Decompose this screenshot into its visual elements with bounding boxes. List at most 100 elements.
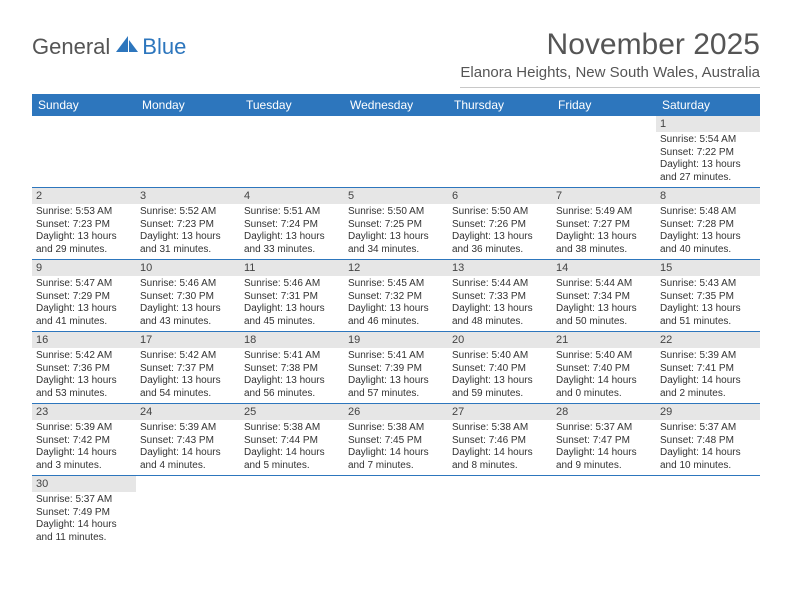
day-number [240, 476, 344, 492]
day-cell [136, 132, 240, 187]
logo-text-1: General [32, 34, 110, 60]
day-number: 21 [552, 332, 656, 348]
day-number: 10 [136, 260, 240, 276]
sail-icon [114, 34, 140, 60]
day-number [552, 116, 656, 132]
day-number-row: 2345678 [32, 188, 760, 204]
dow-label: Friday [552, 94, 656, 116]
day-cell: Sunrise: 5:37 AMSunset: 7:47 PMDaylight:… [552, 420, 656, 475]
day-cell [136, 492, 240, 547]
day-number [656, 476, 760, 492]
day-number: 13 [448, 260, 552, 276]
day-cell: Sunrise: 5:41 AMSunset: 7:39 PMDaylight:… [344, 348, 448, 403]
day-number [552, 476, 656, 492]
day-number: 25 [240, 404, 344, 420]
day-number [448, 476, 552, 492]
day-cell [552, 492, 656, 547]
day-cell: Sunrise: 5:50 AMSunset: 7:25 PMDaylight:… [344, 204, 448, 259]
day-number: 20 [448, 332, 552, 348]
header: General Blue November 2025 Elanora Heigh… [32, 28, 760, 88]
week-row: Sunrise: 5:53 AMSunset: 7:23 PMDaylight:… [32, 204, 760, 260]
month-title: November 2025 [460, 28, 760, 62]
week-row: Sunrise: 5:54 AMSunset: 7:22 PMDaylight:… [32, 132, 760, 188]
day-cell: Sunrise: 5:39 AMSunset: 7:43 PMDaylight:… [136, 420, 240, 475]
day-cell: Sunrise: 5:48 AMSunset: 7:28 PMDaylight:… [656, 204, 760, 259]
calendar-page: General Blue November 2025 Elanora Heigh… [0, 0, 792, 567]
dow-label: Monday [136, 94, 240, 116]
dow-label: Saturday [656, 94, 760, 116]
day-number [344, 116, 448, 132]
title-block: November 2025 Elanora Heights, New South… [460, 28, 760, 88]
day-number: 14 [552, 260, 656, 276]
day-cell: Sunrise: 5:40 AMSunset: 7:40 PMDaylight:… [552, 348, 656, 403]
day-number [344, 476, 448, 492]
logo: General Blue [32, 28, 186, 60]
day-number [136, 116, 240, 132]
day-number [240, 116, 344, 132]
day-cell: Sunrise: 5:38 AMSunset: 7:44 PMDaylight:… [240, 420, 344, 475]
day-cell: Sunrise: 5:46 AMSunset: 7:31 PMDaylight:… [240, 276, 344, 331]
day-cell [448, 132, 552, 187]
day-number-row: 1 [32, 116, 760, 132]
day-cell [448, 492, 552, 547]
day-cell: Sunrise: 5:44 AMSunset: 7:34 PMDaylight:… [552, 276, 656, 331]
day-number: 3 [136, 188, 240, 204]
day-cell [656, 492, 760, 547]
day-cell: Sunrise: 5:38 AMSunset: 7:46 PMDaylight:… [448, 420, 552, 475]
day-cell [344, 492, 448, 547]
day-number: 29 [656, 404, 760, 420]
day-cell: Sunrise: 5:51 AMSunset: 7:24 PMDaylight:… [240, 204, 344, 259]
day-cell: Sunrise: 5:37 AMSunset: 7:49 PMDaylight:… [32, 492, 136, 547]
week-row: Sunrise: 5:42 AMSunset: 7:36 PMDaylight:… [32, 348, 760, 404]
day-number: 15 [656, 260, 760, 276]
day-cell: Sunrise: 5:42 AMSunset: 7:37 PMDaylight:… [136, 348, 240, 403]
day-cell [552, 132, 656, 187]
day-number: 1 [656, 116, 760, 132]
day-cell: Sunrise: 5:38 AMSunset: 7:45 PMDaylight:… [344, 420, 448, 475]
day-cell [240, 132, 344, 187]
weeks-container: 1Sunrise: 5:54 AMSunset: 7:22 PMDaylight… [32, 116, 760, 547]
day-number: 24 [136, 404, 240, 420]
day-cell: Sunrise: 5:53 AMSunset: 7:23 PMDaylight:… [32, 204, 136, 259]
day-number: 6 [448, 188, 552, 204]
dow-label: Thursday [448, 94, 552, 116]
day-number: 23 [32, 404, 136, 420]
day-cell: Sunrise: 5:44 AMSunset: 7:33 PMDaylight:… [448, 276, 552, 331]
day-number: 7 [552, 188, 656, 204]
day-number: 28 [552, 404, 656, 420]
day-number [136, 476, 240, 492]
day-number: 22 [656, 332, 760, 348]
dow-label: Wednesday [344, 94, 448, 116]
day-number: 12 [344, 260, 448, 276]
day-cell: Sunrise: 5:43 AMSunset: 7:35 PMDaylight:… [656, 276, 760, 331]
day-number: 11 [240, 260, 344, 276]
day-number: 18 [240, 332, 344, 348]
day-cell: Sunrise: 5:37 AMSunset: 7:48 PMDaylight:… [656, 420, 760, 475]
day-number: 4 [240, 188, 344, 204]
day-number: 19 [344, 332, 448, 348]
week-row: Sunrise: 5:47 AMSunset: 7:29 PMDaylight:… [32, 276, 760, 332]
day-number: 9 [32, 260, 136, 276]
logo-text-2: Blue [142, 34, 186, 60]
day-cell: Sunrise: 5:46 AMSunset: 7:30 PMDaylight:… [136, 276, 240, 331]
week-row: Sunrise: 5:37 AMSunset: 7:49 PMDaylight:… [32, 492, 760, 547]
day-number: 17 [136, 332, 240, 348]
day-cell: Sunrise: 5:49 AMSunset: 7:27 PMDaylight:… [552, 204, 656, 259]
day-cell [240, 492, 344, 547]
day-cell: Sunrise: 5:39 AMSunset: 7:41 PMDaylight:… [656, 348, 760, 403]
day-number: 30 [32, 476, 136, 492]
day-cell: Sunrise: 5:45 AMSunset: 7:32 PMDaylight:… [344, 276, 448, 331]
day-number-row: 23242526272829 [32, 404, 760, 420]
day-number [32, 116, 136, 132]
week-row: Sunrise: 5:39 AMSunset: 7:42 PMDaylight:… [32, 420, 760, 476]
day-number-row: 30 [32, 476, 760, 492]
day-cell: Sunrise: 5:50 AMSunset: 7:26 PMDaylight:… [448, 204, 552, 259]
dow-label: Tuesday [240, 94, 344, 116]
day-number-row: 9101112131415 [32, 260, 760, 276]
location-subtitle: Elanora Heights, New South Wales, Austra… [460, 64, 760, 88]
day-cell: Sunrise: 5:40 AMSunset: 7:40 PMDaylight:… [448, 348, 552, 403]
day-cell: Sunrise: 5:54 AMSunset: 7:22 PMDaylight:… [656, 132, 760, 187]
day-cell: Sunrise: 5:39 AMSunset: 7:42 PMDaylight:… [32, 420, 136, 475]
day-of-week-header: SundayMondayTuesdayWednesdayThursdayFrid… [32, 94, 760, 116]
calendar-grid: SundayMondayTuesdayWednesdayThursdayFrid… [32, 94, 760, 547]
